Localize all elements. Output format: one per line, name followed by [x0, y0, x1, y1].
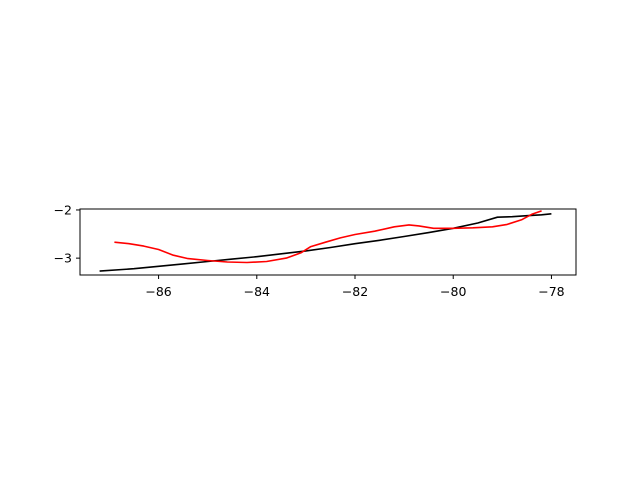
x-axis: −86 −84 −82 −80 −78 — [145, 275, 565, 299]
x-tick-label: −84 — [244, 284, 270, 299]
series-layer — [99, 210, 552, 272]
y-axis: −3 −2 — [54, 202, 80, 266]
x-tick-label: −78 — [538, 284, 564, 299]
series-line-1 — [99, 213, 552, 272]
series-line-2 — [114, 210, 542, 264]
x-tick-label: −82 — [342, 284, 368, 299]
axes-frame — [79, 208, 577, 276]
x-tick-label: −86 — [145, 284, 171, 299]
y-tick-label: −2 — [54, 202, 72, 217]
y-tick-label: −3 — [54, 251, 72, 266]
x-tick-label: −80 — [440, 284, 466, 299]
